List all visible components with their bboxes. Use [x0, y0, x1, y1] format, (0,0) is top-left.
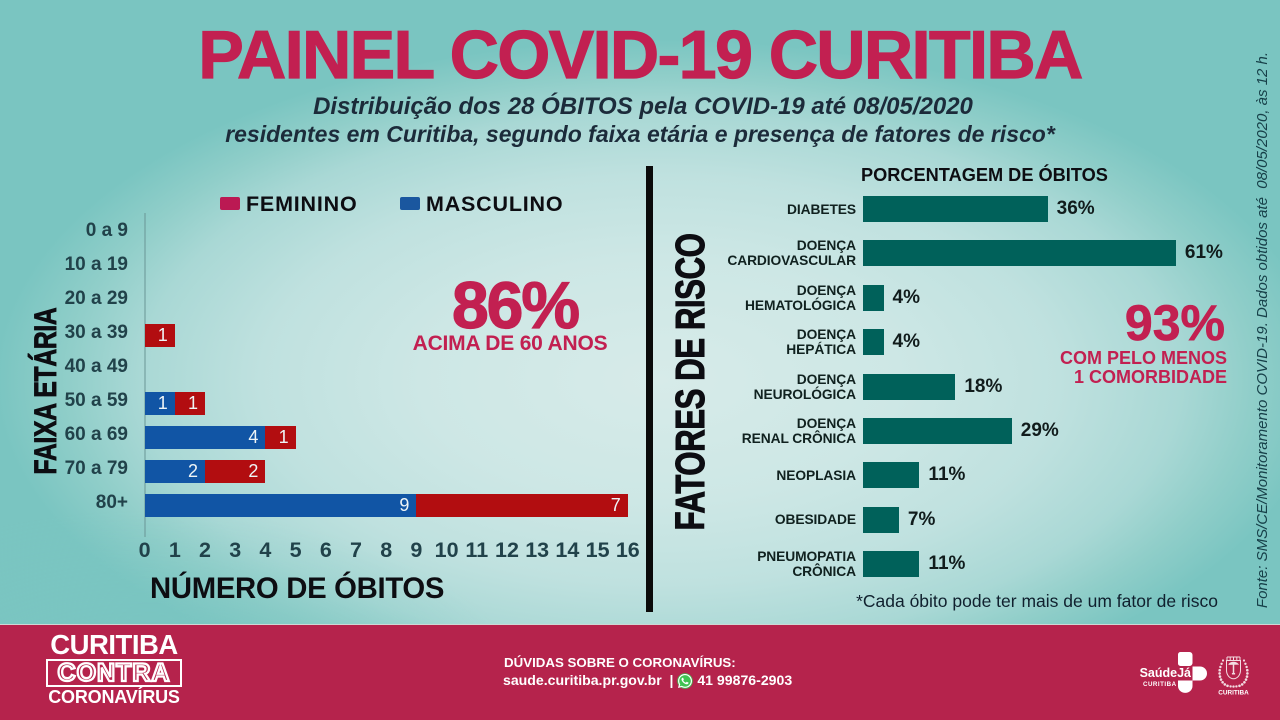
- svg-text:CURITIBA: CURITIBA: [1218, 690, 1249, 697]
